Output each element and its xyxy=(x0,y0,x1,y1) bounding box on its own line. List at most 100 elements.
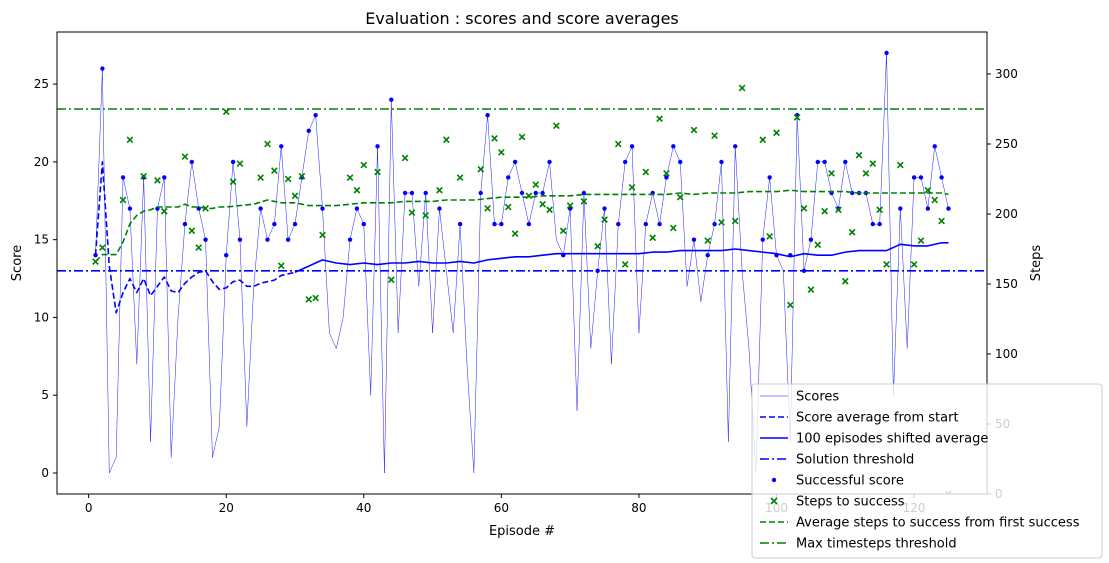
y-tick-label: 20 xyxy=(34,155,49,169)
data-point xyxy=(767,175,772,180)
data-point xyxy=(559,227,567,235)
data-point xyxy=(690,126,698,134)
data-point xyxy=(154,177,161,184)
data-point xyxy=(884,50,889,56)
data-point xyxy=(126,136,134,144)
data-point xyxy=(230,159,236,165)
data-point xyxy=(759,136,767,144)
data-point xyxy=(939,175,944,180)
data-point xyxy=(237,237,243,242)
data-point xyxy=(664,175,669,180)
data-point xyxy=(938,217,945,225)
data-point xyxy=(196,206,201,211)
data-point xyxy=(284,175,292,183)
data-point xyxy=(320,206,325,211)
data-point xyxy=(312,294,320,302)
data-point xyxy=(931,196,939,204)
series-steps-to-success xyxy=(92,84,952,494)
data-point xyxy=(484,205,491,212)
data-point xyxy=(387,276,395,284)
data-point xyxy=(566,202,574,209)
data-point xyxy=(298,172,306,180)
data-point xyxy=(457,221,463,227)
data-point xyxy=(442,136,450,144)
data-point xyxy=(182,221,188,227)
data-point xyxy=(595,268,600,273)
data-point xyxy=(277,262,285,270)
legend-item: Steps to success xyxy=(770,495,905,510)
data-point xyxy=(581,190,587,196)
legend-label: Steps to success xyxy=(796,495,905,510)
data-point xyxy=(540,190,545,196)
data-point xyxy=(279,144,284,149)
data-point xyxy=(222,108,230,116)
legend-item: Solution threshold xyxy=(760,453,914,468)
data-point xyxy=(100,66,105,71)
series-successful-score xyxy=(93,50,951,273)
data-point xyxy=(189,159,195,165)
data-point xyxy=(773,129,780,137)
data-point xyxy=(485,113,490,118)
data-point xyxy=(160,207,168,215)
data-point xyxy=(360,161,368,169)
legend-item: Max timesteps threshold xyxy=(760,537,957,552)
data-point xyxy=(814,241,822,249)
data-point xyxy=(224,253,229,258)
y2-tick-label: 300 xyxy=(995,67,1018,81)
data-point xyxy=(883,261,890,268)
data-point xyxy=(99,244,106,251)
legend-label: Successful score xyxy=(796,474,904,489)
series-average-steps-to-success-from-first-success xyxy=(94,189,949,263)
data-point xyxy=(436,186,443,194)
data-point xyxy=(456,174,464,181)
data-point xyxy=(272,221,277,227)
x-tick-label: 40 xyxy=(356,501,371,515)
data-point xyxy=(264,140,271,148)
legend-label: Solution threshold xyxy=(796,453,914,468)
series-100-episodes-shifted-average xyxy=(294,241,949,274)
data-point xyxy=(539,200,547,208)
data-point xyxy=(711,132,718,139)
data-point xyxy=(437,206,442,211)
data-point xyxy=(499,221,504,227)
data-point xyxy=(822,159,827,165)
data-point xyxy=(691,237,697,242)
data-point xyxy=(601,216,608,223)
data-point xyxy=(807,286,815,293)
data-point xyxy=(229,178,237,186)
legend: Scores Score average from start 100 episod… xyxy=(751,383,1103,559)
legend-box xyxy=(751,383,1103,559)
data-point xyxy=(408,209,416,216)
y2-axis-label: Steps xyxy=(1029,245,1044,282)
data-point xyxy=(801,268,807,273)
data-point xyxy=(896,161,904,169)
data-point xyxy=(265,237,270,242)
legend-item: 100 episodes shifted average xyxy=(760,432,988,447)
data-point xyxy=(793,114,801,121)
y2-tick-label: 200 xyxy=(995,207,1018,221)
y-tick-label: 15 xyxy=(34,233,49,247)
data-point xyxy=(870,221,876,227)
data-point xyxy=(491,135,498,142)
x-tick-label: 60 xyxy=(494,501,509,515)
data-point xyxy=(910,261,918,268)
data-point xyxy=(361,221,366,227)
legend-item: Successful score xyxy=(771,474,904,489)
legend-label: 100 episodes shifted average xyxy=(796,432,988,447)
data-point xyxy=(616,221,621,227)
data-point xyxy=(808,237,814,242)
data-point xyxy=(712,221,717,227)
data-point xyxy=(663,170,670,177)
data-point xyxy=(843,159,848,165)
data-point xyxy=(911,175,917,180)
data-point xyxy=(547,159,552,165)
data-point xyxy=(649,234,657,242)
data-point xyxy=(642,168,650,176)
data-point xyxy=(292,221,298,227)
data-point xyxy=(271,167,278,174)
data-point xyxy=(127,206,133,211)
data-point xyxy=(258,206,263,211)
data-point xyxy=(497,149,505,156)
legend-item: Score average from start xyxy=(760,411,959,426)
